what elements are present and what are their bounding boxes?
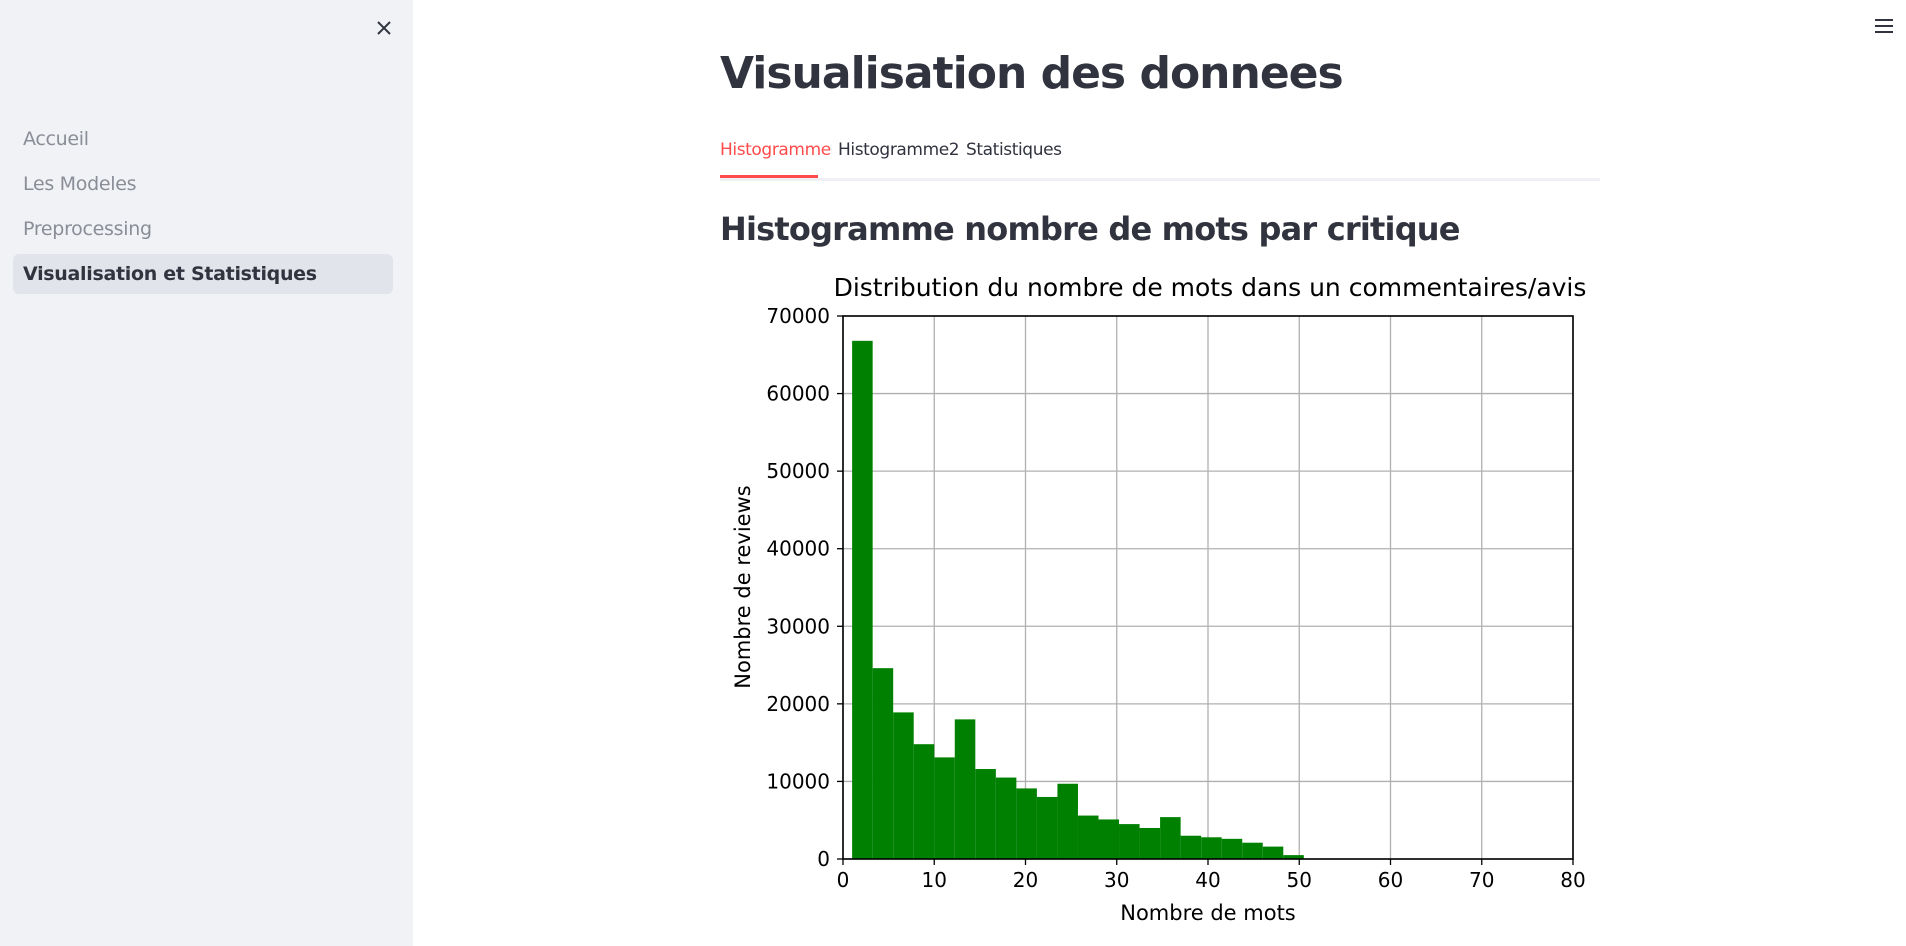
histogram-bar (872, 668, 894, 859)
y-tick-label: 60000 (766, 382, 830, 406)
histogram-bar (1160, 817, 1181, 859)
histogram-bar (1262, 846, 1284, 859)
x-tick-label: 50 (1287, 868, 1312, 892)
histogram-bar (1077, 815, 1099, 859)
histogram-bar (995, 777, 1017, 859)
x-tick-label: 70 (1469, 868, 1494, 892)
histogram-bar (954, 719, 976, 859)
y-tick-label: 10000 (766, 769, 830, 793)
histogram-bar (1098, 819, 1120, 859)
y-tick-label: 50000 (766, 459, 830, 483)
histogram-bar (1242, 842, 1263, 859)
y-tick-label: 0 (817, 847, 830, 871)
histogram-bar (1057, 783, 1078, 859)
histogram-bar (1119, 824, 1140, 859)
x-tick-label: 60 (1378, 868, 1403, 892)
main-menu-button[interactable] (1872, 16, 1896, 36)
page-title: Visualisation des donnees (720, 48, 1344, 99)
x-axis-label: Nombre de mots (1120, 901, 1296, 925)
histogram-bar (1201, 837, 1222, 859)
tab-bar: Histogramme Histogramme2 Statistiques (720, 138, 1600, 181)
y-tick-label: 40000 (766, 537, 830, 561)
y-axis-label: Nombre de reviews (731, 485, 755, 688)
y-tick-label: 30000 (766, 614, 830, 638)
sidebar-close-button[interactable] (370, 14, 398, 42)
close-icon (377, 21, 391, 35)
tab-histogramme[interactable]: Histogramme (720, 140, 831, 160)
histogram-bar (1221, 838, 1243, 859)
histogram-bar (1139, 827, 1161, 859)
y-tick-label: 20000 (766, 692, 830, 716)
histogram-bar (1036, 796, 1058, 859)
sidebar: Accueil Les Modeles Preprocessing Visual… (0, 0, 413, 946)
x-tick-label: 20 (1013, 868, 1038, 892)
x-tick-label: 10 (922, 868, 947, 892)
histogram-bar (913, 744, 935, 859)
x-tick-label: 30 (1104, 868, 1129, 892)
hamburger-menu-icon (1875, 19, 1893, 33)
tab-histogramme2[interactable]: Histogramme2 (838, 140, 960, 160)
y-tick-label: 70000 (766, 304, 830, 328)
sidebar-nav: Accueil Les Modeles Preprocessing Visual… (13, 119, 393, 299)
chart-title: Distribution du nombre de mots dans un c… (834, 273, 1587, 302)
histogram-bar (852, 340, 873, 859)
histogram-bar (975, 769, 996, 859)
histogram-bar (893, 712, 914, 859)
active-tab-indicator (720, 175, 818, 178)
histogram-chart: Distribution du nombre de mots dans un c… (720, 270, 1600, 945)
sidebar-item-preprocessing[interactable]: Preprocessing (23, 218, 152, 240)
histogram-bar (1180, 835, 1202, 859)
sidebar-item-visualisation[interactable]: Visualisation et Statistiques (13, 254, 393, 294)
histogram-bar (1016, 788, 1037, 859)
histogram-bar (1283, 855, 1304, 859)
histogram-svg: Distribution du nombre de mots dans un c… (731, 273, 1587, 925)
section-title: Histogramme nombre de mots par critique (720, 210, 1461, 248)
x-tick-label: 40 (1195, 868, 1220, 892)
tab-statistiques[interactable]: Statistiques (966, 140, 1062, 160)
x-tick-label: 0 (837, 868, 850, 892)
x-tick-label: 80 (1560, 868, 1585, 892)
histogram-bar (934, 757, 955, 859)
sidebar-item-accueil[interactable]: Accueil (23, 128, 89, 150)
sidebar-item-les-modeles[interactable]: Les Modeles (23, 173, 137, 195)
